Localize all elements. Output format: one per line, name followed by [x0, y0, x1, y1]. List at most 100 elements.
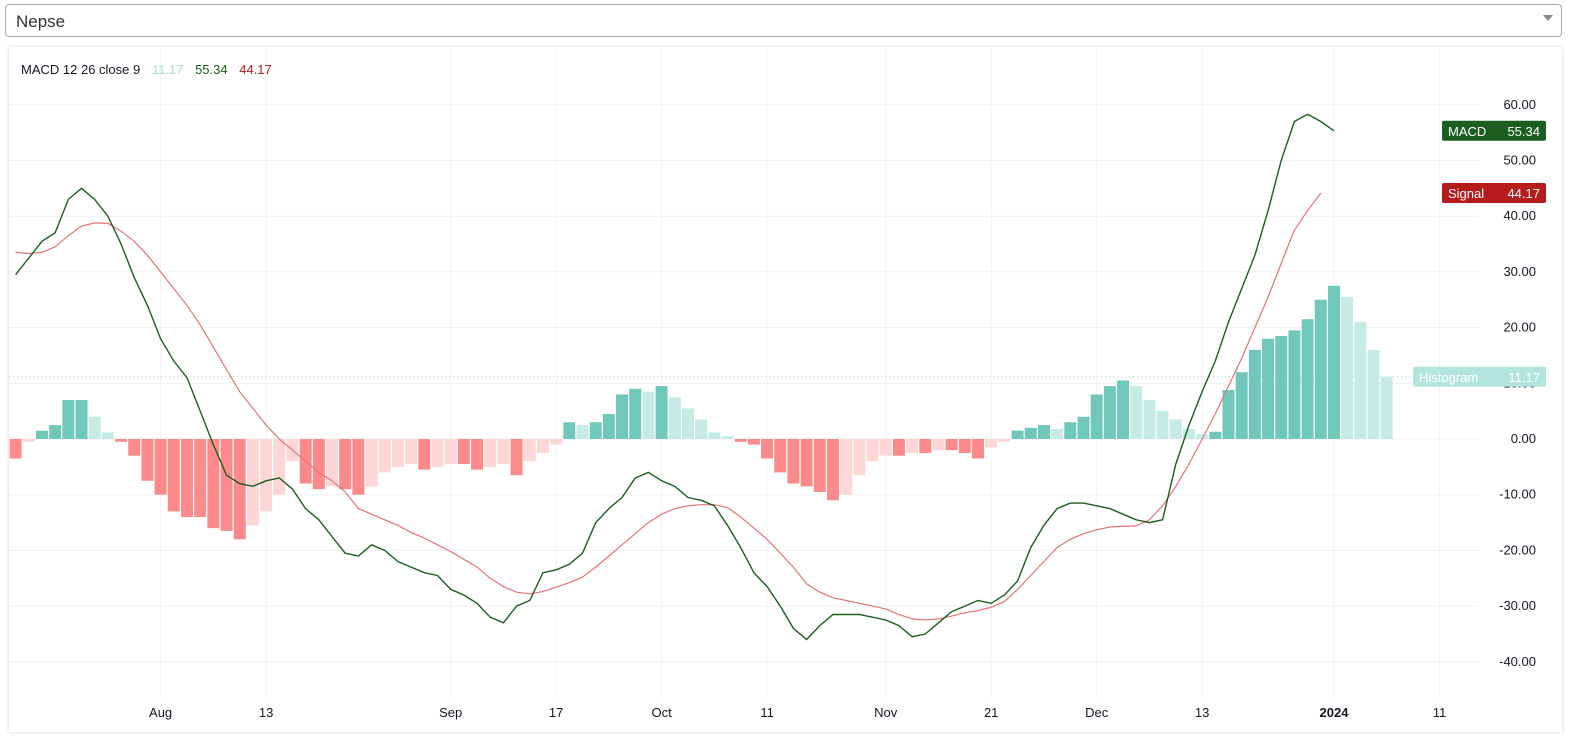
histogram-bar — [1169, 419, 1182, 439]
histogram-bar — [853, 439, 866, 476]
y-tick-label: 20.00 — [1503, 320, 1536, 335]
histogram-bar — [101, 432, 114, 439]
histogram-bar — [972, 439, 985, 459]
chart-legend: MACD 12 26 close 9 11.17 55.34 44.17 — [21, 62, 272, 77]
histogram-bar — [431, 439, 444, 467]
histogram-bar — [1077, 416, 1090, 439]
price-tag-name: Histogram — [1419, 370, 1478, 385]
x-tick-label: Sep — [439, 705, 462, 720]
histogram-bar — [629, 388, 642, 439]
histogram-bar — [1156, 411, 1169, 439]
y-axis: 60.0050.0040.0030.0020.0010.000.00-10.00… — [1499, 97, 1536, 669]
histogram-bar — [154, 439, 167, 495]
price-tag-bg — [1442, 120, 1546, 141]
histogram-bar — [1196, 433, 1209, 439]
histogram-bar — [576, 425, 589, 439]
y-tick-label: -20.00 — [1499, 542, 1536, 557]
histogram-bar — [207, 439, 220, 529]
histogram-bar — [1354, 322, 1367, 439]
histogram-bar — [550, 439, 563, 445]
histogram-bar — [879, 439, 892, 456]
histogram-bar — [787, 439, 800, 484]
macd-chart-panel[interactable]: 60.0050.0040.0030.0020.0010.000.00-10.00… — [9, 47, 1562, 732]
histogram-bar — [352, 439, 365, 495]
histogram-bar — [1143, 400, 1156, 439]
x-tick-label: 13 — [259, 705, 273, 720]
histogram-bar — [668, 397, 681, 439]
histogram-bar — [1051, 428, 1064, 439]
y-tick-label: -30.00 — [1499, 598, 1536, 613]
histogram-bar — [167, 439, 180, 512]
histogram-bar — [774, 439, 787, 473]
price-tag-bg — [1442, 182, 1546, 203]
legend-histogram-value: 11.17 — [152, 62, 184, 77]
price-tag-macd: MACD 55.34 — [1442, 120, 1546, 141]
price-tag-value: 11.17 — [1508, 370, 1540, 385]
histogram-bar — [906, 439, 919, 453]
macd-line — [15, 113, 1335, 641]
histogram-bar — [1314, 299, 1327, 439]
histogram-bar — [1117, 380, 1130, 439]
histogram-bar — [985, 439, 998, 448]
histogram-bar — [998, 439, 1011, 442]
histogram-bar — [378, 439, 391, 473]
histogram-bar — [563, 422, 576, 439]
histogram-bar — [75, 400, 88, 439]
histogram-bar — [62, 400, 75, 439]
histogram-bars — [9, 285, 1393, 540]
legend-indicator: MACD 12 26 close 9 — [21, 62, 140, 77]
x-tick-label: Dec — [1085, 705, 1109, 720]
histogram-bar — [510, 439, 523, 476]
histogram-bar — [1209, 431, 1222, 439]
histogram-bar — [840, 439, 853, 495]
histogram-bar — [418, 439, 431, 470]
y-tick-label: -40.00 — [1499, 654, 1536, 669]
histogram-bar — [326, 439, 338, 487]
histogram-bar — [1341, 296, 1354, 439]
histogram-bar — [391, 439, 404, 467]
histogram-bar — [734, 439, 747, 442]
x-axis: Aug 13 Sep 17 Oct 11 Nov 21 Dec 13 2024 11 — [149, 705, 1446, 720]
histogram-bar — [721, 436, 734, 439]
histogram-bar — [958, 439, 971, 453]
macd-chart[interactable]: 60.0050.0040.0030.0020.0010.000.00-10.00… — [9, 47, 1562, 732]
histogram-bar — [1301, 319, 1314, 439]
x-tick-label: 11 — [760, 705, 774, 720]
histogram-bar — [945, 439, 958, 451]
x-tick-label: Nov — [874, 705, 898, 720]
price-tag-name: MACD — [1448, 124, 1486, 139]
histogram-bar — [260, 439, 273, 512]
histogram-bar — [1011, 430, 1024, 439]
x-tick-label: 2024 — [1320, 705, 1350, 720]
histogram-bar — [655, 386, 668, 439]
x-tick-label: Aug — [149, 705, 172, 720]
symbol-select[interactable]: Nepse — [5, 4, 1562, 37]
histogram-bar — [49, 425, 62, 439]
histogram-bar — [180, 439, 193, 517]
x-tick-label: Oct — [651, 705, 672, 720]
histogram-bar — [813, 439, 826, 492]
histogram-bar — [708, 432, 721, 439]
histogram-bar — [88, 416, 101, 439]
histogram-bar — [365, 439, 378, 487]
price-tag-name: Signal — [1448, 186, 1484, 201]
x-tick-label: 13 — [1195, 705, 1209, 720]
histogram-bar — [747, 439, 760, 445]
price-tag-signal: Signal 44.17 — [1442, 182, 1546, 203]
histogram-bar — [1222, 389, 1235, 439]
y-tick-label: -10.00 — [1499, 487, 1536, 502]
histogram-bar — [602, 413, 615, 439]
histogram-bar — [312, 439, 325, 490]
histogram-bar — [1327, 285, 1340, 439]
histogram-bar — [642, 391, 655, 439]
histogram-bar — [35, 430, 48, 439]
histogram-bar — [1103, 386, 1116, 439]
y-tick-label: 40.00 — [1503, 208, 1536, 223]
chevron-down-icon — [1543, 15, 1553, 21]
histogram-bar — [1064, 422, 1077, 439]
y-tick-label: 60.00 — [1503, 97, 1536, 112]
histogram-bar — [1130, 386, 1143, 439]
histogram-bar — [484, 439, 497, 467]
histogram-bar — [194, 439, 207, 517]
histogram-bar — [1024, 427, 1037, 439]
